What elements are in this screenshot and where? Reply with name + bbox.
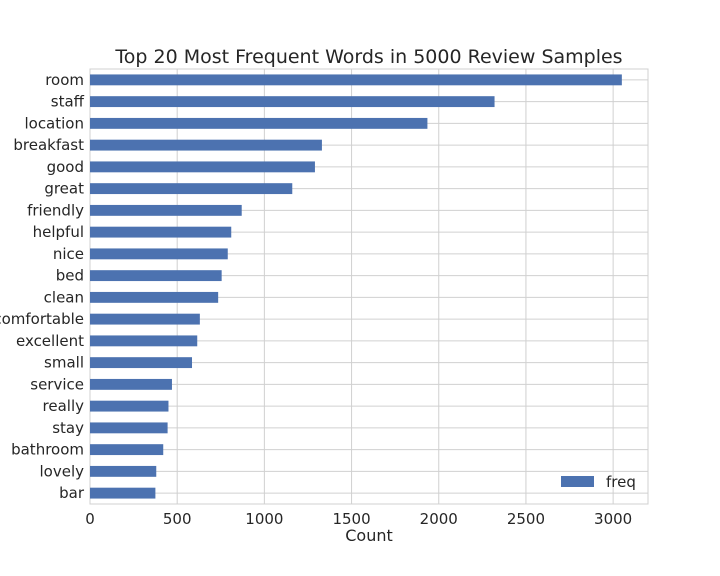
bar-location [90,117,428,129]
y-tick-label: helpful [33,223,84,241]
legend: freq [561,473,636,491]
bar-staff [90,96,495,108]
x-tick-label: 1000 [245,510,283,528]
bar-helpful [90,226,232,238]
plot-area [89,68,649,505]
bar-service [90,378,172,390]
x-tick-label: 500 [163,510,192,528]
bar-nice [90,248,228,260]
x-tick-label: 2000 [420,510,458,528]
y-tick-label: stay [52,419,84,437]
bar-bathroom [90,444,164,456]
y-tick-label: comfortable [0,310,84,328]
y-tick-label: nice [53,245,84,263]
bar-great [90,183,293,195]
y-tick-label: great [44,180,84,198]
bar-clean [90,291,219,303]
bar-bar [90,487,156,499]
bar-friendly [90,204,242,216]
x-tick-label: 3000 [594,510,632,528]
y-tick-label: location [24,114,84,132]
y-tick-label: small [44,354,84,372]
bar-lovely [90,465,157,477]
bar-good [90,161,315,173]
y-tick-label: room [45,71,84,89]
bar-room [90,74,622,86]
bars [90,74,622,499]
chart-title: Top 20 Most Frequent Words in 5000 Revie… [114,46,622,68]
y-tick-label: staff [51,93,85,111]
bar-small [90,357,193,369]
y-tick-label: bar [59,484,85,502]
y-tick-label: breakfast [13,136,84,154]
bar-excellent [90,335,198,347]
bar-really [90,400,169,412]
legend-swatch [561,476,594,487]
x-tick-label: 1500 [332,510,370,528]
bar-bed [90,270,222,282]
y-tick-label: bed [56,267,84,285]
x-tick-labels: 0 500 1000 1500 2000 2500 3000 [85,510,632,528]
y-tick-label: lovely [40,462,85,480]
y-tick-label: service [30,375,84,393]
bar-comfortable [90,313,200,325]
y-tick-label: excellent [16,332,84,350]
x-tick-label: 0 [85,510,95,528]
x-tick-label: 2500 [507,510,545,528]
y-tick-labels: room staff location breakfast good great frien… [0,71,85,502]
y-tick-label: clean [44,288,84,306]
y-tick-label: really [43,397,85,415]
x-axis-label: Count [345,526,393,545]
bar-breakfast [90,139,322,151]
bar-stay [90,422,168,434]
y-tick-label: bathroom [11,441,84,459]
legend-label: freq [606,473,636,491]
y-tick-label: friendly [27,201,84,219]
y-tick-label: good [47,158,84,176]
